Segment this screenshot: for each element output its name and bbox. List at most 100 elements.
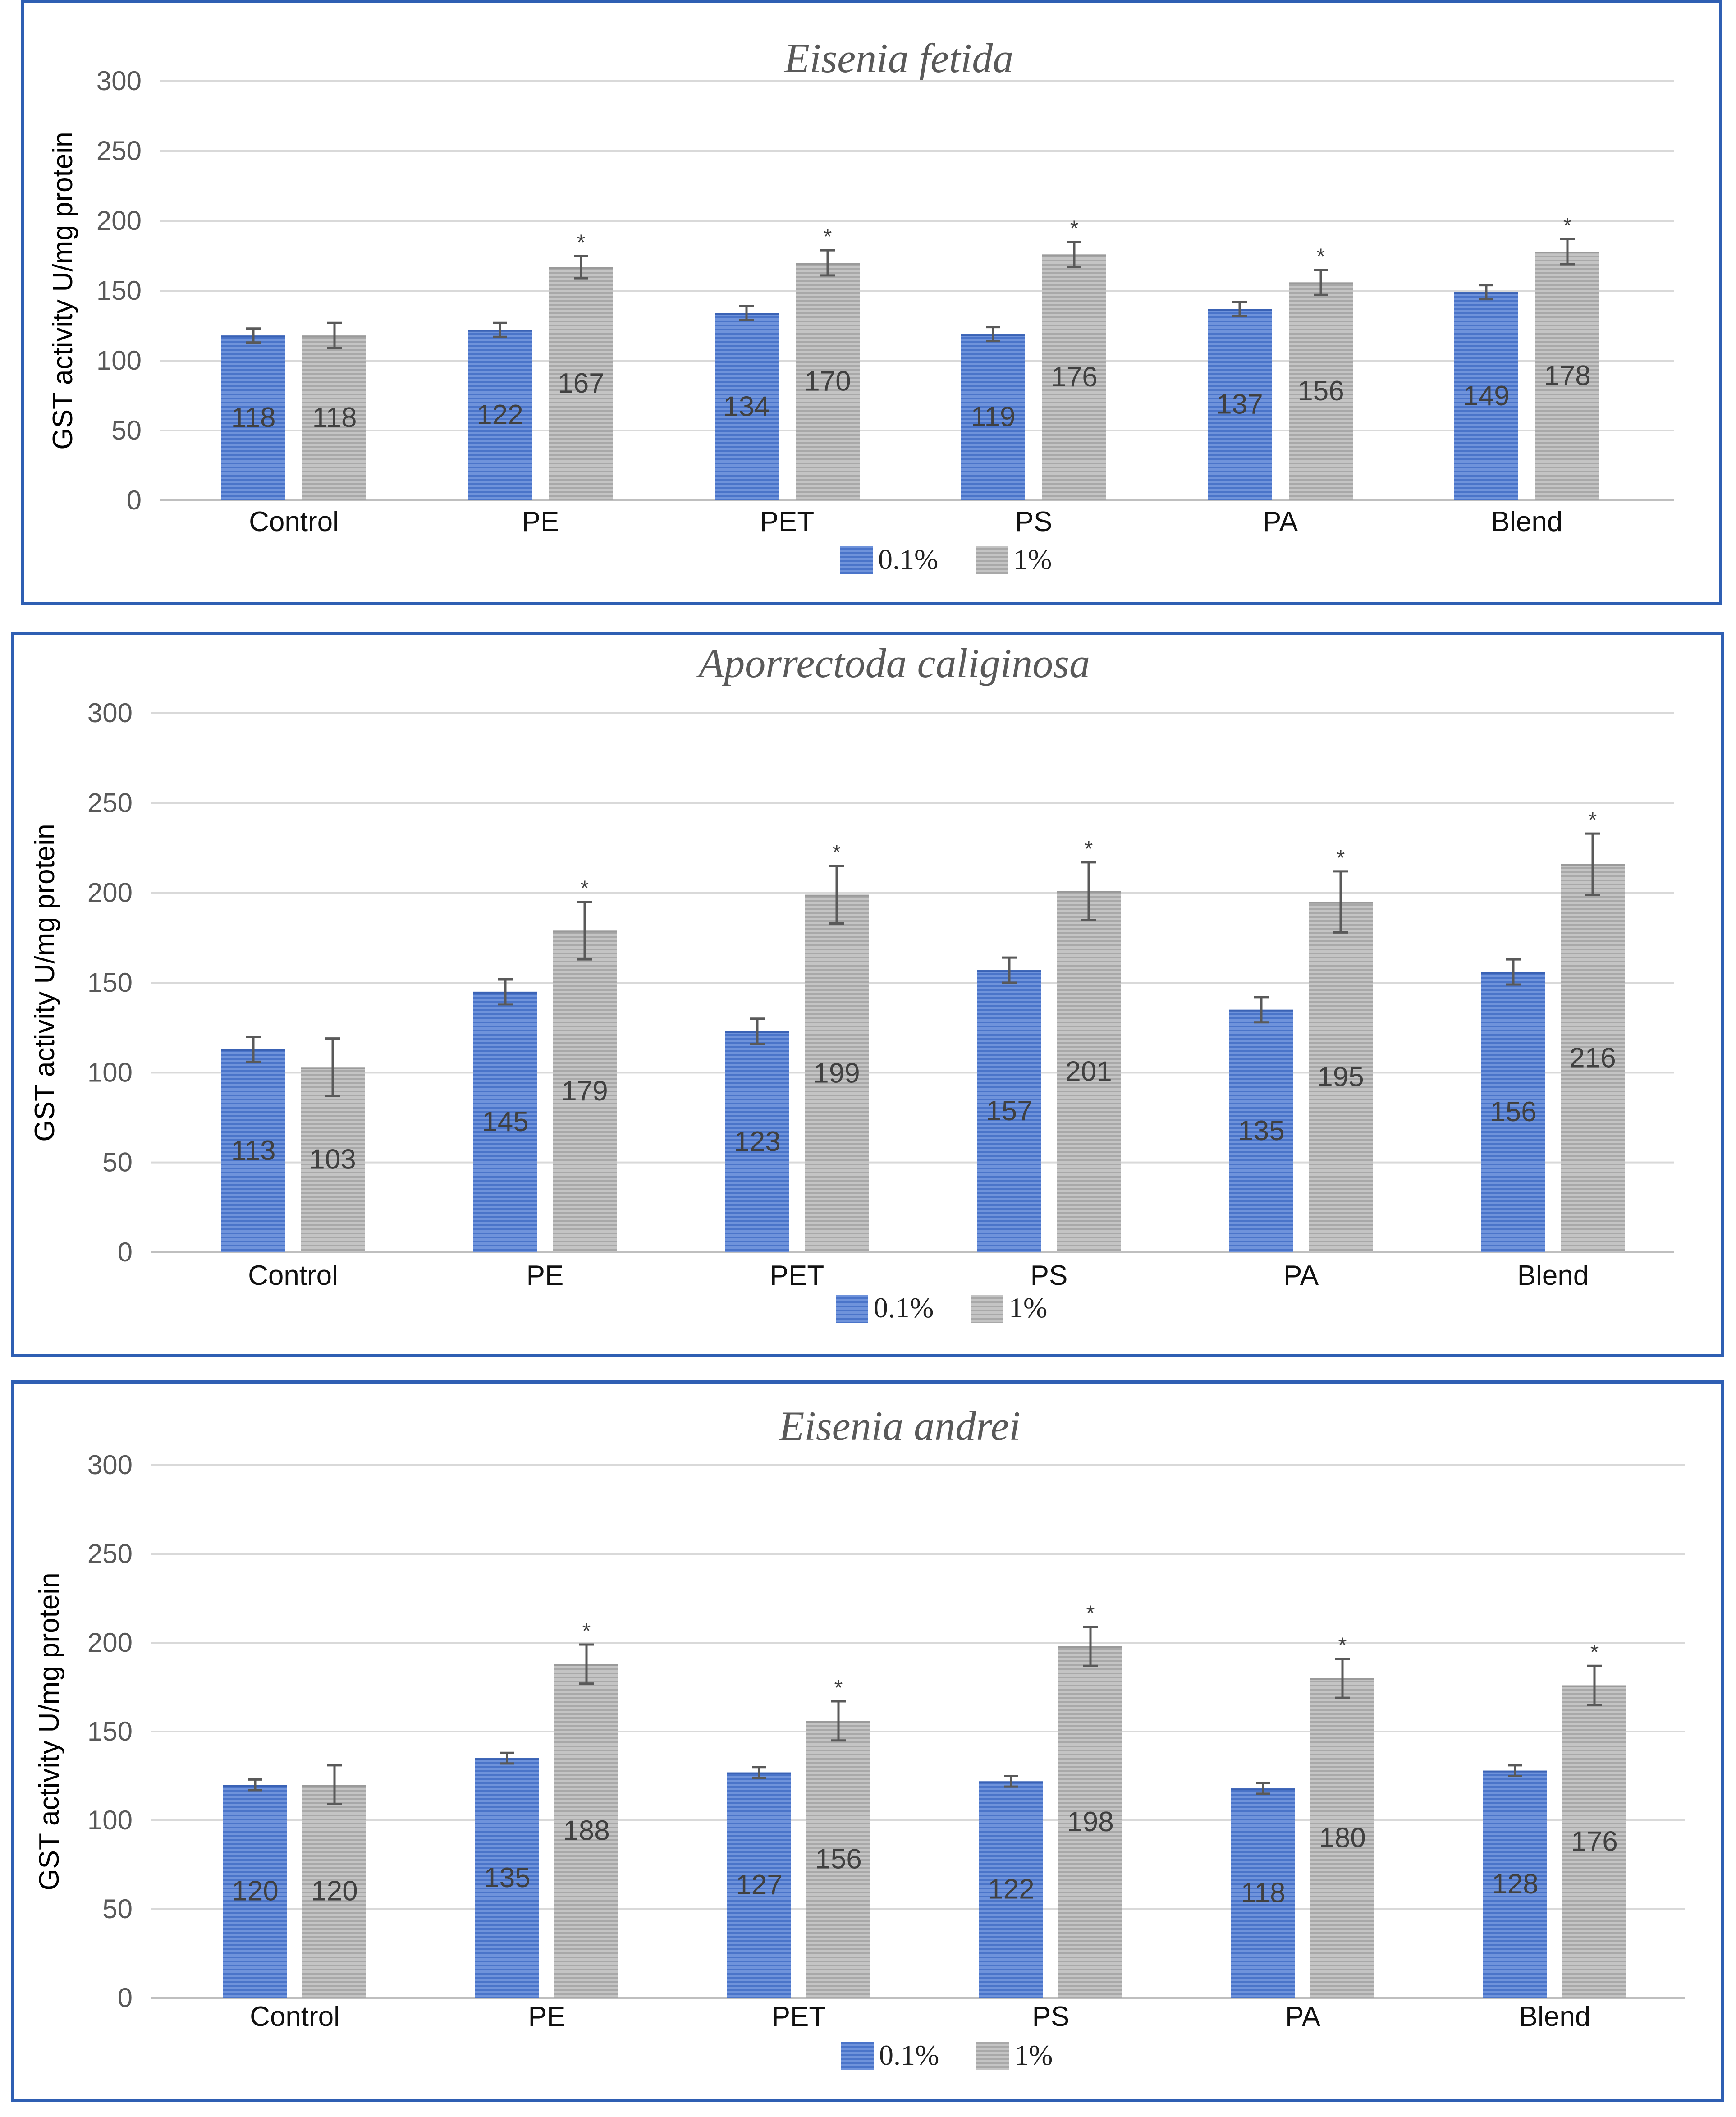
data-label: 103	[309, 1144, 356, 1175]
bar-0.1-blend	[1483, 1770, 1547, 1998]
data-label: 122	[988, 1874, 1034, 1905]
bar-1-ps	[1042, 254, 1106, 500]
bar-1-pa	[1310, 1678, 1374, 1998]
x-tick-label: PET	[760, 506, 815, 537]
significance-star: *	[824, 225, 832, 249]
significance-star: *	[1337, 846, 1345, 870]
data-label: 120	[311, 1876, 357, 1907]
data-label: 137	[1216, 389, 1263, 420]
x-tick-label: Blend	[1491, 506, 1563, 537]
bar-1-control	[302, 1785, 366, 1998]
y-tick-label: 150	[87, 967, 133, 998]
data-label: 119	[971, 402, 1016, 433]
data-label: 149	[1463, 380, 1509, 412]
bar-0.1-pa	[1208, 309, 1272, 500]
data-label: 195	[1317, 1061, 1364, 1092]
data-label: 128	[1492, 1869, 1538, 1900]
data-label: 170	[804, 366, 851, 397]
bar-1-pe	[553, 930, 617, 1252]
significance-star: *	[1563, 214, 1572, 238]
chart-panel-eisenia-fetida: Eisenia fetida 0 50 100 150 200 250 300 GST acti…	[0, 0, 1736, 609]
bar-1-pet	[806, 1721, 870, 1998]
data-label: 178	[1544, 360, 1590, 391]
y-tick-label: 0	[127, 485, 142, 515]
bar-1-pe	[554, 1664, 618, 1998]
y-tick-label: 50	[102, 1894, 133, 1924]
data-label: 156	[1297, 376, 1344, 407]
bar-0.1-pa	[1231, 1788, 1295, 1998]
x-tick-label: PS	[1015, 506, 1053, 537]
bar-1-pet	[805, 894, 869, 1252]
data-label: 113	[231, 1135, 276, 1166]
y-tick-label: 100	[87, 1805, 133, 1835]
data-label: 156	[1490, 1096, 1536, 1127]
legend-label-1: 1%	[1013, 543, 1052, 575]
bar-0.1-pe	[475, 1758, 539, 1998]
significance-star: *	[1589, 808, 1597, 832]
bar-0.1-pet	[715, 313, 779, 500]
y-tick-label: 300	[87, 1450, 133, 1480]
data-label: 157	[986, 1095, 1032, 1127]
x-tick-label: PS	[1032, 2001, 1070, 2032]
y-tick-label: 50	[102, 1147, 133, 1178]
data-label: 123	[734, 1126, 780, 1157]
data-label: 118	[312, 402, 357, 433]
bar-0.1-pa	[1229, 1009, 1293, 1252]
chart-panel-eisenia-andrei: Eisenia andrei 0 50 100 150 200 250 300 GST acti…	[0, 1380, 1736, 2106]
data-label: 156	[815, 1844, 861, 1875]
data-label: 122	[476, 399, 523, 431]
bar-chart: Eisenia fetida 0 50 100 150 200 250 300 GST acti…	[47, 35, 1674, 575]
bar-0.1-control	[223, 1785, 287, 1998]
panel-frame	[21, 0, 1722, 605]
x-tick-label: Blend	[1519, 2001, 1591, 2032]
bar-0.1-ps	[977, 970, 1041, 1252]
significance-star: *	[1317, 245, 1325, 269]
x-tick-label: PA	[1283, 1260, 1319, 1291]
bar-0.1-ps	[979, 1781, 1043, 1998]
y-tick-label: 200	[87, 878, 133, 908]
bar-1-pet	[796, 263, 860, 500]
y-tick-label: 150	[96, 275, 142, 306]
legend-swatch-0.1	[840, 546, 873, 574]
bar-0.1-pe	[468, 330, 532, 500]
y-tick-label: 50	[111, 415, 142, 445]
bar-0.1-pet	[727, 1772, 791, 1998]
significance-star: *	[577, 231, 586, 255]
x-tick-label: Control	[248, 1260, 338, 1291]
legend-label-1: 1%	[1009, 1292, 1047, 1324]
data-label: 180	[1319, 1822, 1365, 1853]
chart-panel-aporrectoda-caliginosa: Aporrectoda caliginosa 0 50 100 150 200 250 300…	[0, 632, 1736, 1361]
legend-label-0.1: 0.1%	[878, 543, 938, 575]
data-label: 145	[482, 1106, 528, 1137]
data-label: 198	[1067, 1806, 1113, 1837]
legend-swatch-1	[976, 2042, 1009, 2070]
data-label: 201	[1065, 1056, 1112, 1087]
data-label: 118	[231, 402, 276, 433]
y-tick-label: 300	[96, 66, 142, 96]
data-label: 127	[736, 1870, 782, 1901]
bar-0.1-pet	[725, 1031, 789, 1252]
legend-swatch-0.1	[841, 2042, 874, 2070]
bar-0.1-control	[221, 1049, 285, 1252]
y-tick-label: 250	[96, 136, 142, 166]
y-tick-label: 150	[87, 1716, 133, 1746]
bar-0.1-pe	[473, 991, 537, 1252]
x-tick-label: PE	[522, 506, 559, 537]
bar-1-pa	[1309, 902, 1373, 1252]
legend-swatch-1	[976, 546, 1008, 574]
legend-label-1: 1%	[1014, 2039, 1053, 2071]
significance-star: *	[581, 877, 589, 901]
y-tick-label: 0	[118, 1237, 133, 1267]
x-tick-label: PS	[1031, 1260, 1068, 1291]
data-label: 179	[561, 1076, 608, 1107]
bar-0.1-control	[221, 335, 285, 500]
x-tick-label: PET	[770, 1260, 824, 1291]
y-axis-label: GST activity U/mg protein	[34, 1572, 65, 1890]
data-label: 176	[1051, 362, 1097, 393]
data-label: 199	[813, 1058, 860, 1089]
bar-1-ps	[1057, 891, 1121, 1252]
significance-star: *	[1085, 837, 1093, 861]
bar-1-ps	[1058, 1646, 1122, 1998]
bar-1-control	[302, 335, 366, 500]
bar-1-pa	[1289, 282, 1353, 500]
